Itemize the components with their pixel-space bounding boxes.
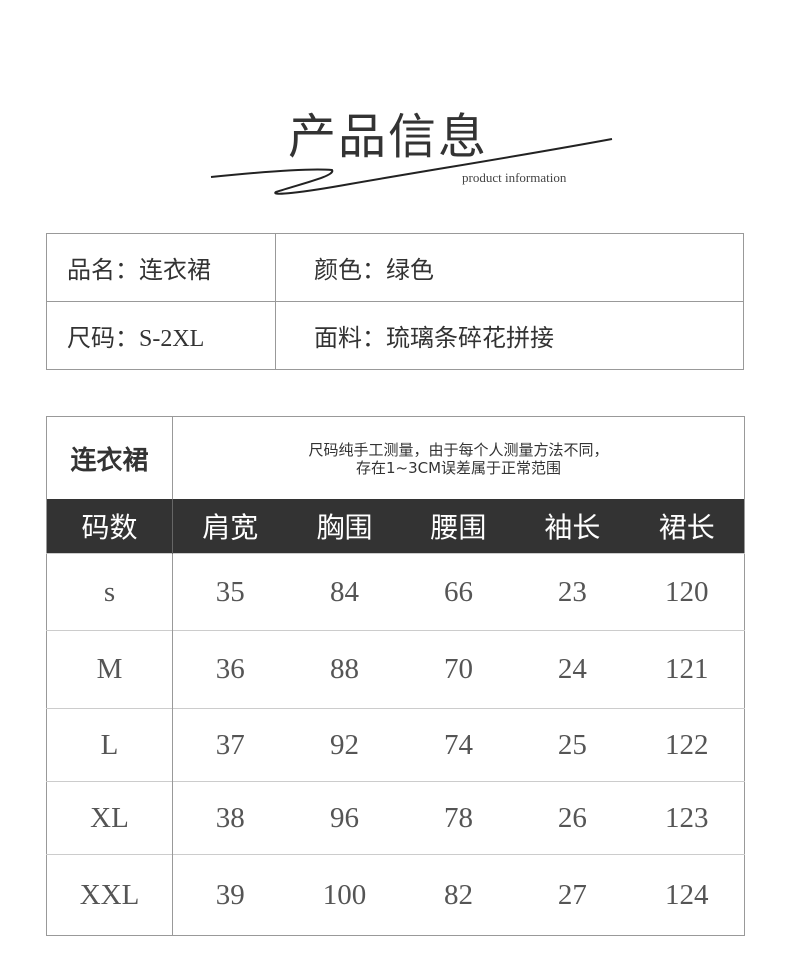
note-line: 存在1~3CM误差属于正常范围 bbox=[355, 459, 562, 477]
table-cell: 78 bbox=[401, 781, 516, 855]
info-cell: 颜色：绿色 bbox=[275, 233, 744, 302]
table-cell: 123 bbox=[629, 781, 745, 855]
table-row: XXL 39 100 82 27 124 bbox=[46, 854, 745, 936]
table-cell: 100 bbox=[287, 854, 402, 936]
table-cell: 23 bbox=[515, 553, 630, 631]
column-header: 胸围 bbox=[287, 499, 402, 554]
decorative-swoosh bbox=[210, 138, 613, 195]
product-info-table: 品名：连衣裙 颜色：绿色 尺码：S-2XL 面料：琉璃条碎花拼接 bbox=[46, 233, 744, 370]
table-cell: 39 bbox=[172, 854, 288, 936]
table-row: M 36 88 70 24 121 bbox=[46, 630, 745, 709]
table-cell: 36 bbox=[172, 630, 288, 709]
table-cell: L bbox=[46, 708, 173, 782]
table-cell: 66 bbox=[401, 553, 516, 631]
size-table: 连衣裙 尺码纯手工测量，由于每个人测量方法不同， 存在1~3CM误差属于正常范围… bbox=[46, 416, 745, 936]
table-row: s 35 84 66 23 120 bbox=[46, 553, 745, 631]
table-cell: 38 bbox=[172, 781, 288, 855]
note-line: 尺码纯手工测量，由于每个人测量方法不同， bbox=[308, 441, 609, 459]
table-cell: 35 bbox=[172, 553, 288, 631]
table-cell: 124 bbox=[629, 854, 745, 936]
info-row: 尺码：S-2XL 面料：琉璃条碎花拼接 bbox=[46, 301, 744, 370]
table-cell: 37 bbox=[172, 708, 288, 782]
product-name: 连衣裙 bbox=[46, 416, 173, 499]
table-cell: 27 bbox=[515, 854, 630, 936]
column-header: 腰围 bbox=[401, 499, 516, 554]
table-cell: 88 bbox=[287, 630, 402, 709]
column-header: 码数 bbox=[46, 499, 173, 554]
measurement-note: 尺码纯手工测量，由于每个人测量方法不同， 存在1~3CM误差属于正常范围 bbox=[173, 417, 745, 500]
info-row: 品名：连衣裙 颜色：绿色 bbox=[46, 233, 744, 302]
column-header: 裙长 bbox=[629, 499, 745, 554]
info-cell: 品名：连衣裙 bbox=[46, 233, 276, 302]
table-cell: 24 bbox=[515, 630, 630, 709]
table-cell: 120 bbox=[629, 553, 745, 631]
table-cell: 70 bbox=[401, 630, 516, 709]
table-cell: 92 bbox=[287, 708, 402, 782]
table-cell: XXL bbox=[46, 854, 173, 936]
table-cell: 122 bbox=[629, 708, 745, 782]
table-cell: 26 bbox=[515, 781, 630, 855]
table-cell: XL bbox=[46, 781, 173, 855]
column-headers: 码数 肩宽 胸围 腰围 袖长 裙长 bbox=[46, 499, 745, 554]
column-header: 袖长 bbox=[515, 499, 630, 554]
page-subtitle: product information bbox=[462, 170, 567, 185]
table-row: XL 38 96 78 26 123 bbox=[46, 781, 745, 855]
info-cell: 面料：琉璃条碎花拼接 bbox=[275, 301, 744, 370]
table-cell: s bbox=[46, 553, 173, 631]
table-cell: 121 bbox=[629, 630, 745, 709]
table-row: L 37 92 74 25 122 bbox=[46, 708, 745, 782]
table-cell: 96 bbox=[287, 781, 402, 855]
table-cell: 74 bbox=[401, 708, 516, 782]
size-table-header: 连衣裙 尺码纯手工测量，由于每个人测量方法不同， 存在1~3CM误差属于正常范围 bbox=[46, 416, 745, 500]
table-cell: 82 bbox=[401, 854, 516, 936]
page-title: 产品信息 bbox=[288, 111, 489, 164]
table-cell: M bbox=[46, 630, 173, 709]
table-cell: 84 bbox=[287, 553, 402, 631]
table-cell: 25 bbox=[515, 708, 630, 782]
info-cell: 尺码：S-2XL bbox=[46, 301, 276, 370]
column-header: 肩宽 bbox=[172, 499, 288, 554]
